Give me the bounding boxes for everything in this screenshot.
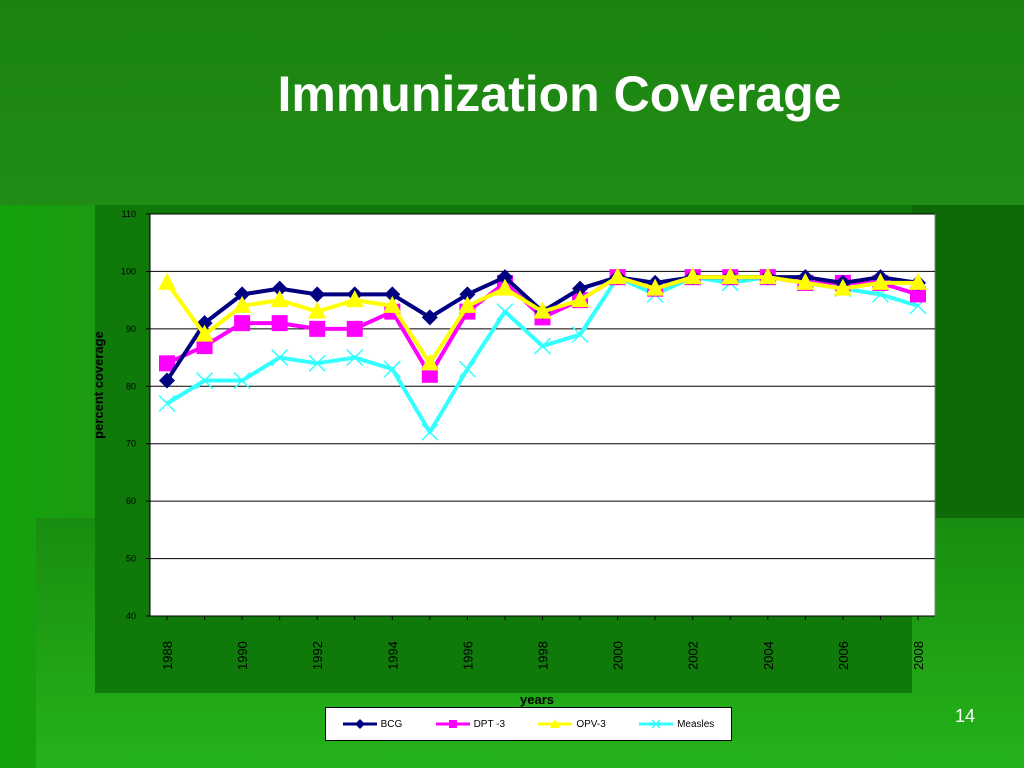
legend-swatch-dpt3 [435, 720, 470, 728]
legend-label-opv3: OPV-3 [576, 718, 606, 730]
y-tick-label: 40 [126, 611, 136, 621]
data-point-opv3 [383, 295, 402, 313]
data-point-opv3 [233, 295, 252, 313]
data-point-dpt3 [271, 315, 288, 332]
x-tick-label: 1994 [385, 641, 400, 670]
data-point-measles [196, 372, 214, 390]
data-point-bcg [384, 286, 401, 303]
y-tick-label: 70 [126, 439, 136, 449]
data-point-dpt3 [910, 286, 926, 303]
data-point-measles [233, 372, 251, 390]
data-point-opv3 [270, 290, 289, 308]
data-point-measles [158, 394, 176, 413]
background-top [0, 0, 1024, 205]
page-number: 14 [955, 706, 976, 726]
x-tick-label: 2006 [836, 641, 851, 670]
y-tick-label: 110 [122, 209, 136, 219]
x-tick-label: 1990 [235, 641, 250, 670]
y-tick-label: 100 [121, 266, 136, 276]
data-point-measles [421, 423, 439, 441]
legend-swatch-bcg [342, 719, 377, 729]
legend-item-measles: Measles [639, 719, 714, 730]
y-tick-label: 50 [126, 554, 136, 564]
data-point-opv3 [721, 267, 740, 285]
legend-swatch-opv3 [538, 719, 573, 728]
legend-swatch-measles [639, 719, 674, 729]
data-point-measles [458, 360, 476, 378]
data-point-dpt3 [159, 355, 175, 372]
data-point-dpt3 [309, 320, 326, 337]
data-point-measles [308, 354, 326, 372]
data-point-opv3 [158, 272, 176, 290]
x-tick-label: 1996 [460, 641, 475, 670]
slide-title: Immunization Coverage [277, 66, 842, 122]
data-point-opv3 [345, 290, 364, 308]
data-point-bcg [159, 372, 175, 389]
x-axis-label: years [520, 692, 554, 707]
data-point-dpt3 [346, 320, 363, 337]
data-point-dpt3 [234, 315, 251, 332]
data-point-opv3 [871, 272, 890, 290]
x-tick-label: 2004 [761, 641, 776, 670]
data-point-opv3 [308, 301, 327, 319]
x-tick-label: 2000 [611, 641, 626, 670]
data-point-dpt3 [421, 366, 438, 383]
legend-label-bcg: BCG [380, 718, 403, 730]
data-point-opv3 [909, 272, 927, 290]
data-point-opv3 [195, 324, 214, 342]
data-point-opv3 [608, 267, 627, 285]
x-tick-label: 1998 [536, 641, 551, 670]
legend-label-dpt3: DPT -3 [473, 718, 506, 730]
x-tick-label: 2002 [686, 641, 701, 670]
data-point-bcg [459, 286, 476, 303]
data-point-dpt3 [196, 338, 213, 355]
chart-legend: BCG DPT -3 OPV-3 Measles [325, 707, 732, 741]
y-tick-label: 80 [126, 381, 136, 391]
data-point-opv3 [420, 353, 439, 371]
data-point-opv3 [796, 272, 815, 290]
data-point-opv3 [683, 267, 702, 285]
y-axis-label: percent coverage [91, 331, 106, 439]
legend-item-opv3: OPV-3 [538, 718, 606, 730]
x-tick-label: 1988 [160, 641, 175, 670]
data-point-bcg [271, 280, 288, 297]
data-point-bcg [496, 269, 513, 286]
x-tick-label: 1992 [310, 641, 325, 670]
data-point-opv3 [458, 295, 477, 313]
x-tick-label: 2008 [911, 641, 926, 670]
legend-item-dpt3: DPT -3 [435, 718, 506, 730]
data-point-opv3 [758, 267, 777, 285]
data-point-bcg [309, 286, 326, 303]
data-point-opv3 [833, 278, 852, 296]
data-point-opv3 [533, 301, 552, 319]
data-point-measles [533, 337, 552, 355]
data-point-opv3 [646, 278, 665, 296]
plot-area [149, 213, 936, 617]
legend-item-bcg: BCG [342, 718, 403, 730]
data-point-bcg [572, 280, 589, 297]
data-point-measles [271, 349, 289, 367]
data-point-bcg [421, 309, 438, 326]
data-point-measles [571, 326, 589, 344]
data-point-measles [383, 360, 401, 378]
legend-label-measles: Measles [677, 718, 715, 730]
data-point-measles [496, 303, 514, 321]
data-point-measles [346, 349, 364, 367]
data-point-opv3 [571, 290, 590, 308]
y-tick-label: 60 [126, 496, 136, 506]
y-tick-label: 90 [126, 324, 136, 334]
data-point-bcg [234, 286, 251, 303]
data-point-opv3 [495, 278, 514, 296]
